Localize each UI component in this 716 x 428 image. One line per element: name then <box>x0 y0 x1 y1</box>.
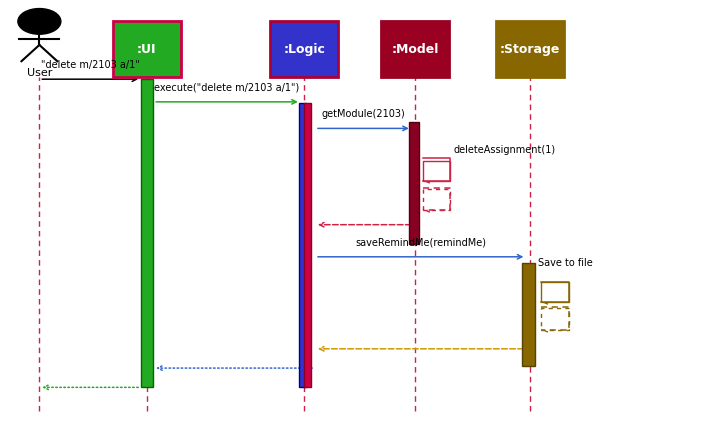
Text: Save to file: Save to file <box>538 258 593 268</box>
Text: saveRemindMe(remindMe): saveRemindMe(remindMe) <box>355 238 486 247</box>
Bar <box>495 21 563 77</box>
Text: :Model: :Model <box>392 43 439 56</box>
Bar <box>423 189 450 210</box>
Bar <box>541 308 569 330</box>
Bar <box>299 103 306 387</box>
Text: :Storage: :Storage <box>500 43 560 56</box>
Text: :UI: :UI <box>137 43 157 56</box>
Text: getModule(2103): getModule(2103) <box>321 109 405 119</box>
Bar <box>541 282 569 302</box>
Bar <box>410 122 418 244</box>
Text: execute("delete m/2103 a/1"): execute("delete m/2103 a/1") <box>155 83 299 92</box>
Text: :Logic: :Logic <box>284 43 325 56</box>
Bar <box>271 21 339 77</box>
Bar <box>140 79 153 387</box>
Bar <box>112 21 180 77</box>
Text: User: User <box>26 68 52 78</box>
Bar <box>304 103 311 387</box>
Bar <box>381 21 450 77</box>
Circle shape <box>18 9 61 34</box>
Bar <box>423 160 450 181</box>
Text: "delete m/2103 a/1": "delete m/2103 a/1" <box>41 60 140 70</box>
Text: deleteAssignment(1): deleteAssignment(1) <box>454 145 556 155</box>
Bar <box>522 263 535 366</box>
